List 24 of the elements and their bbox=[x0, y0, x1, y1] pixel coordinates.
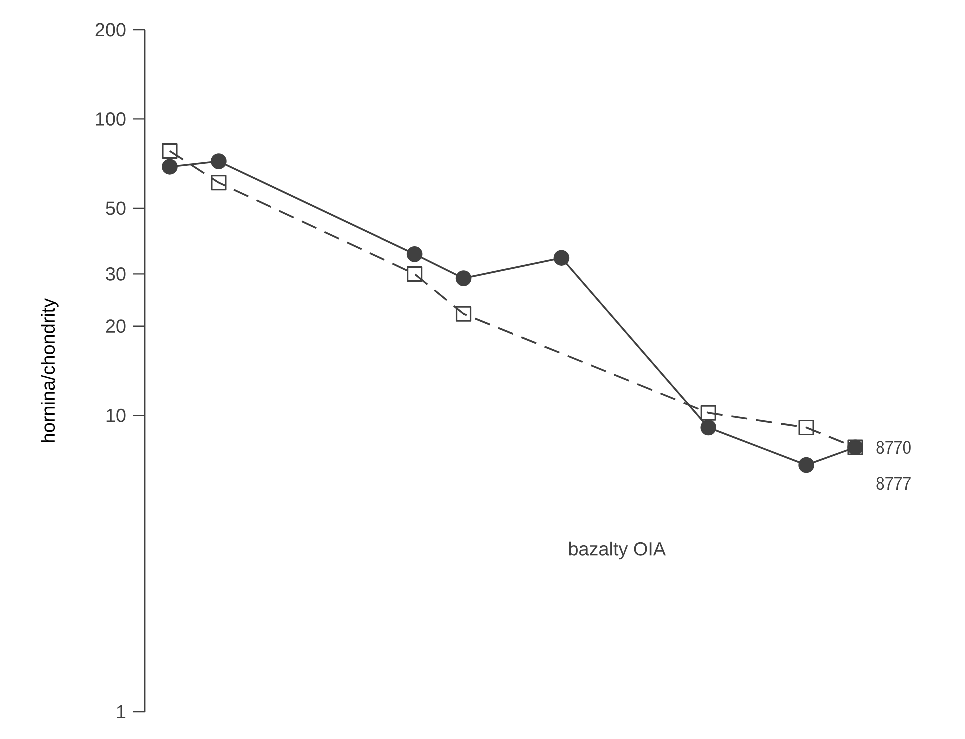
series-label: 8770 bbox=[876, 441, 911, 454]
point bbox=[162, 159, 178, 175]
point bbox=[456, 306, 472, 322]
point bbox=[407, 266, 423, 282]
point bbox=[798, 457, 814, 474]
point bbox=[798, 420, 814, 436]
y-tick-label: 200 bbox=[96, 23, 126, 37]
y-tick-label: 10 bbox=[106, 408, 126, 422]
y-axis-title: hornina/chondrity bbox=[41, 298, 59, 442]
y-tick-label: 30 bbox=[106, 267, 126, 281]
annotation: bazalty OIA bbox=[569, 542, 666, 560]
point bbox=[554, 250, 570, 266]
point bbox=[211, 154, 227, 170]
point bbox=[700, 420, 717, 436]
point bbox=[162, 143, 178, 159]
y-tick-label: 1 bbox=[117, 705, 126, 719]
series-label: 8777 bbox=[876, 477, 911, 490]
point bbox=[211, 175, 227, 191]
point bbox=[406, 246, 423, 262]
point bbox=[456, 270, 472, 286]
point bbox=[700, 405, 716, 421]
y-tick-label: 20 bbox=[106, 320, 126, 334]
y-tick-label: 50 bbox=[106, 202, 126, 216]
y-tick-label: 100 bbox=[96, 112, 126, 126]
